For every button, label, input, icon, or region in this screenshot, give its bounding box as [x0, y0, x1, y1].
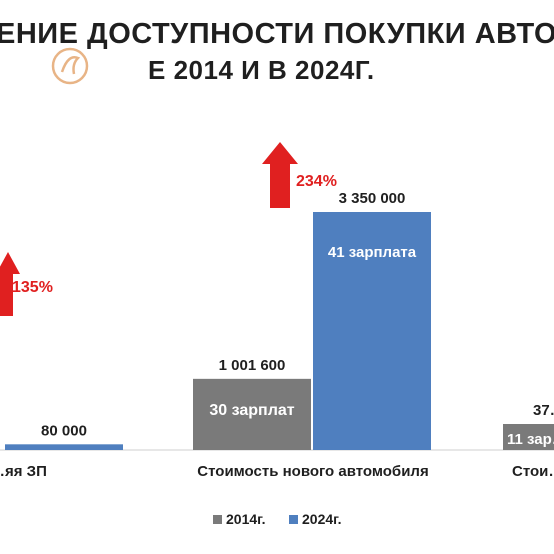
- increase-arrow-icon: [262, 142, 298, 208]
- bar-2024-cat0: [5, 444, 123, 450]
- growth-percentage: 234%: [296, 173, 337, 190]
- chart-title-line-1: ЕНИЕ ДОСТУПНОСТИ ПОКУПКИ АВТОМ: [0, 18, 554, 50]
- bar-inner-label: 30 зарплат: [209, 402, 294, 419]
- growth-percentage: 135%: [12, 279, 53, 296]
- chart-title-line-2: Е 2014 И В 2024Г.: [148, 55, 375, 85]
- legend-swatch: [289, 515, 298, 524]
- value-label: 80 000: [41, 422, 87, 439]
- legend-label: 2014г.: [226, 511, 265, 527]
- category-label: …яя ЗП: [0, 463, 47, 480]
- category-label: Стоимость нового автомобиля: [197, 463, 428, 480]
- logo-icon: [51, 47, 89, 85]
- legend-swatch: [213, 515, 222, 524]
- bar-2014-cat1: [193, 378, 311, 450]
- value-label: 37…: [533, 402, 554, 419]
- value-label: 1 001 600: [219, 357, 286, 374]
- bar-2024-cat1: [313, 212, 431, 450]
- legend-label: 2024г.: [302, 511, 341, 527]
- bar-inner-label: 41 зарплата: [328, 244, 417, 261]
- value-label: 3 350 000: [339, 190, 406, 207]
- increase-arrow-icon: [0, 252, 20, 316]
- bar-2014-cat2: [503, 424, 554, 450]
- category-label: Стои…: [512, 463, 554, 480]
- bar-inner-label: 11 зар…: [507, 431, 554, 448]
